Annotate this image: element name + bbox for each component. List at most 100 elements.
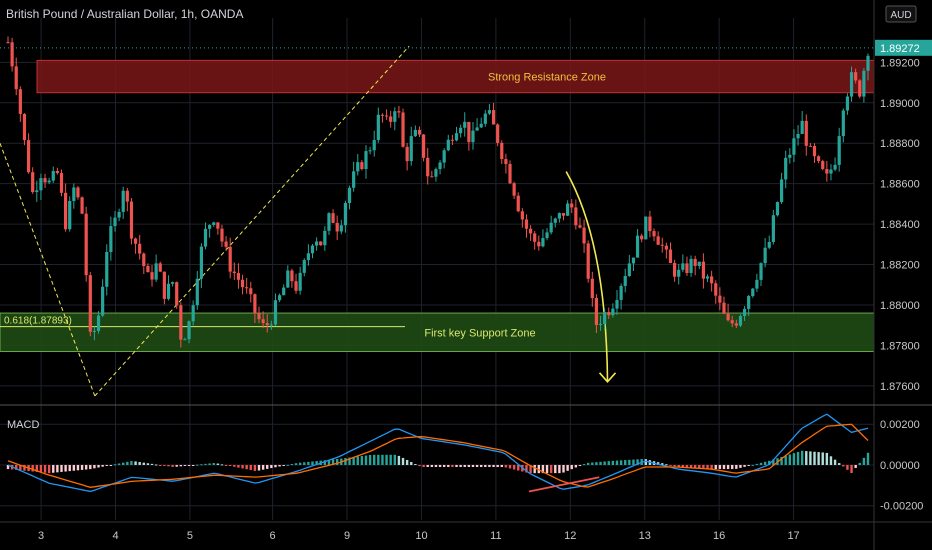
candle-body — [775, 202, 780, 216]
candle-body — [261, 319, 265, 324]
macd-histogram-bar — [500, 464, 503, 468]
macd-histogram-bar — [142, 462, 145, 465]
macd-histogram-bar — [603, 461, 606, 465]
candle-body — [866, 55, 870, 71]
support-zone-label: First key Support Zone — [424, 327, 535, 339]
candle-body — [779, 179, 784, 203]
annotations-layer — [0, 45, 617, 397]
macd-title: MACD — [7, 419, 39, 431]
macd-histogram-bar — [298, 462, 302, 465]
macd-histogram-bar — [693, 464, 697, 469]
macd-histogram-bar — [93, 464, 96, 469]
macd-histogram-bar — [101, 464, 104, 467]
candle-body — [652, 231, 656, 237]
candle-body — [821, 161, 825, 170]
candle-body — [607, 312, 611, 316]
candle-body — [549, 222, 553, 233]
macd-histogram-bar — [677, 464, 680, 468]
candle-body — [105, 251, 109, 287]
macd-histogram-bar — [52, 464, 55, 473]
macd-histogram-bar — [130, 461, 133, 465]
candle-body — [101, 286, 105, 316]
macd-histogram-bar — [389, 454, 392, 465]
macd-histogram-bar — [726, 464, 730, 470]
candle-body — [253, 294, 257, 314]
candle-body — [734, 323, 738, 326]
currency-badge[interactable]: AUD — [885, 5, 917, 23]
macd-histogram-bar — [710, 464, 713, 470]
candle-body — [64, 192, 68, 230]
candle-body — [360, 162, 364, 170]
candle-body — [265, 323, 269, 326]
candle-body — [249, 288, 253, 295]
macd-histogram-bar — [743, 464, 746, 467]
macd-histogram-bar — [689, 464, 693, 468]
macd-histogram-bar — [796, 451, 800, 465]
time-tick-label: 10 — [415, 530, 427, 542]
candle-body — [273, 300, 278, 325]
candle-body — [413, 129, 417, 137]
candle-body — [347, 187, 352, 204]
candle-body — [730, 320, 734, 324]
candle-body — [677, 269, 681, 277]
candle-body — [635, 235, 640, 258]
candle-body — [117, 211, 121, 218]
candle-body — [566, 203, 570, 216]
macd-histogram-bar — [562, 464, 565, 473]
candle-body — [697, 261, 701, 266]
macd-histogram-bar — [208, 463, 211, 465]
macd-histogram-bar — [348, 457, 351, 465]
macd-histogram-bar — [488, 464, 491, 468]
candle-body — [187, 321, 191, 340]
macd-histogram-bar — [405, 459, 409, 465]
macd-histogram-bar — [356, 456, 359, 465]
macd-histogram-bar — [393, 454, 396, 465]
candle-body — [290, 270, 294, 282]
macd-histogram-bar — [805, 451, 808, 465]
candle-body — [426, 157, 430, 177]
macd-histogram-bar — [80, 464, 84, 470]
macd-histogram-bar — [196, 464, 199, 466]
macd-histogram-bar — [200, 464, 203, 466]
macd-histogram-bar — [377, 454, 380, 465]
price-tick-label: 1.88400 — [880, 219, 920, 231]
macd-histogram-bar — [517, 464, 520, 471]
macd-histogram-bar — [681, 464, 685, 468]
macd-histogram-bar — [467, 464, 471, 468]
candle-body — [578, 225, 582, 228]
candle-body — [582, 227, 586, 244]
candle-body — [302, 260, 306, 273]
candle-body — [710, 276, 714, 284]
macd-histogram-bar — [224, 464, 228, 466]
macd-histogram-bar — [138, 462, 141, 465]
candle-body — [528, 228, 533, 234]
macd-divergence-line — [528, 476, 600, 493]
chart-title: British Pound / Australian Dollar, 1h, O… — [6, 7, 243, 21]
candle-body — [603, 312, 607, 324]
macd-histogram-bar — [735, 464, 738, 469]
candle-body — [504, 159, 508, 164]
macd-histogram-bar — [866, 452, 870, 465]
candle-body — [627, 263, 631, 277]
macd-histogram-bar — [611, 460, 615, 465]
macd-histogram-bar — [368, 455, 372, 465]
macd-histogram-bar — [512, 464, 516, 470]
macd-histogram-bar — [286, 464, 290, 466]
macd-histogram-bar — [788, 454, 792, 465]
candle-body — [685, 263, 689, 273]
time-tick-label: 13 — [639, 530, 651, 542]
macd-histogram-bar — [772, 459, 775, 465]
fib-swing-line-down — [0, 143, 96, 397]
candle-body — [701, 261, 706, 279]
candle-body — [59, 173, 64, 193]
macd-histogram-bar — [56, 464, 59, 473]
candle-body — [14, 66, 18, 90]
candle-body — [319, 241, 323, 246]
currency-badge-box — [885, 5, 917, 23]
macd-histogram-bar — [842, 464, 845, 467]
candle-body — [681, 263, 685, 270]
candle-body — [742, 308, 747, 317]
macd-histogram-bar — [706, 464, 709, 469]
macd-histogram-bar — [813, 451, 816, 465]
